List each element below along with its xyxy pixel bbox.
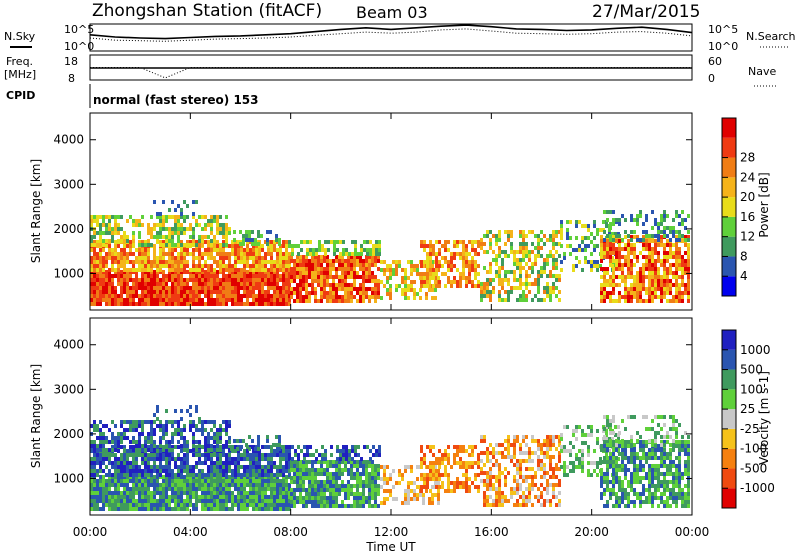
colorbar-swatch [722,448,736,469]
colorbar-tick-label: -500 [740,461,767,475]
y-tick-label: 3000 [53,382,84,396]
power-ylabel: Slant Range [km] [29,159,43,263]
station-title: Zhongshan Station (fitACF) [92,1,322,21]
colorbar-swatch [722,409,736,429]
noise-panel: N.Sky 10^5 10^0 10^5 10^0 N.Search [4,23,796,53]
colorbar-swatch [722,389,736,410]
noise-tick-lo-right: 10^0 [708,40,738,53]
colorbar-swatch [722,349,736,370]
colorbar-swatch [722,488,736,508]
nave-tick-hi: 60 [708,55,722,68]
colorbar-swatch [722,428,736,449]
cpid-row: CPID normal (fast stereo) 153 [6,84,259,108]
x-tick-label: 00:00 [73,525,108,539]
velocity-colorbar: 1000 500 100 25 -25 -100 -500 -1000 [721,329,775,509]
power-colorbar: 4 8 12 16 20 24 28 [721,117,755,297]
colorbar-swatch [722,177,736,198]
date-label: 27/Mar/2015 [592,2,700,22]
freq-panel: Freq. [MHz] 18 8 60 0 Nave [4,54,776,87]
beam-label: Beam 03 [356,3,428,22]
colorbar-tick-label: 28 [740,151,755,165]
x-tick-label: 12:00 [374,525,409,539]
y-tick-label: 4000 [53,338,84,352]
noise-tick-lo-left: 10^0 [64,40,94,53]
colorbar-swatch [722,330,736,350]
noise-tick-hi-right: 10^5 [708,23,738,36]
velocity-ylabel: Slant Range [km] [29,364,43,468]
colorbar-tick-label: 16 [740,210,755,224]
freq-label: Freq. [6,55,33,68]
colorbar-tick-label: -25 [740,422,760,436]
colorbar-swatch [722,256,736,277]
power-heatmap [90,200,690,306]
power-panel: 1000 2000 3000 4000 Slant Range [km] 4 8 12 16… [29,112,771,311]
cpid-label: CPID [6,89,35,102]
colorbar-swatch [722,118,736,138]
colorbar-tick-label: 8 [740,249,748,263]
velocity-colorbar-label: Velocity [m s-1] [757,371,771,465]
power-y-ticks: 1000 2000 3000 4000 [53,133,692,280]
colorbar-tick-label: 24 [740,170,755,184]
freq-unit: [MHz] [4,68,36,81]
x-tick-label: 20:00 [574,525,609,539]
y-tick-label: 3000 [53,177,84,191]
nave-tick-lo: 0 [708,72,715,85]
y-tick-label: 4000 [53,133,84,147]
nave-label: Nave [748,65,776,78]
colorbar-swatch [722,216,736,237]
nsearch-label: N.Search [746,30,796,43]
nsky-line [89,24,693,40]
x-tick-label: 00:00 [675,525,710,539]
velocity-y-ticks: 1000 2000 3000 4000 [53,338,692,485]
freq-tick-lo: 8 [68,72,75,85]
xlabel: Time UT [365,540,416,554]
velocity-heatmap [90,405,690,511]
y-tick-label: 2000 [53,222,84,236]
x-tick-label: 08:00 [273,525,308,539]
colorbar-swatch [722,137,736,158]
nave-line [90,67,692,79]
colorbar-swatch [722,276,736,296]
noise-tick-hi-left: 10^5 [64,23,94,36]
velocity-panel: 1000 2000 3000 4000 Slant Range [km] 1000 50… [29,317,775,516]
colorbar-tick-label: -100 [740,442,767,456]
colorbar-swatch [722,157,736,178]
colorbar-tick-label: 100 [740,382,763,396]
y-tick-label: 2000 [53,427,84,441]
nsky-label: N.Sky [4,30,36,43]
colorbar-swatch [722,197,736,217]
time-axis: 00:00 04:00 08:00 12:00 16:00 20:00 00:00 [73,113,710,539]
freq-tick-hi: 18 [64,55,78,68]
colorbar-tick-label: 25 [740,402,755,416]
colorbar-swatch [722,236,736,257]
x-tick-label: 04:00 [173,525,208,539]
colorbar-frame [721,329,737,509]
colorbar-tick-label: 1000 [740,343,771,357]
colorbar-swatch [722,468,736,489]
x-tick-label: 16:00 [474,525,509,539]
y-tick-label: 1000 [53,266,84,280]
colorbar-swatch [722,369,736,390]
colorbar-tick-label: 20 [740,190,755,204]
colorbar-tick-label: -1000 [740,481,775,495]
y-tick-label: 1000 [53,471,84,485]
colorbar-tick-label: 500 [740,363,763,377]
colorbar-tick-label: 4 [740,269,748,283]
power-colorbar-label: Power [dB] [757,172,771,237]
nsearch-line [89,28,693,42]
colorbar-frame [721,117,737,297]
colorbar-tick-label: 12 [740,230,755,244]
cpid-value: normal (fast stereo) 153 [93,93,259,107]
